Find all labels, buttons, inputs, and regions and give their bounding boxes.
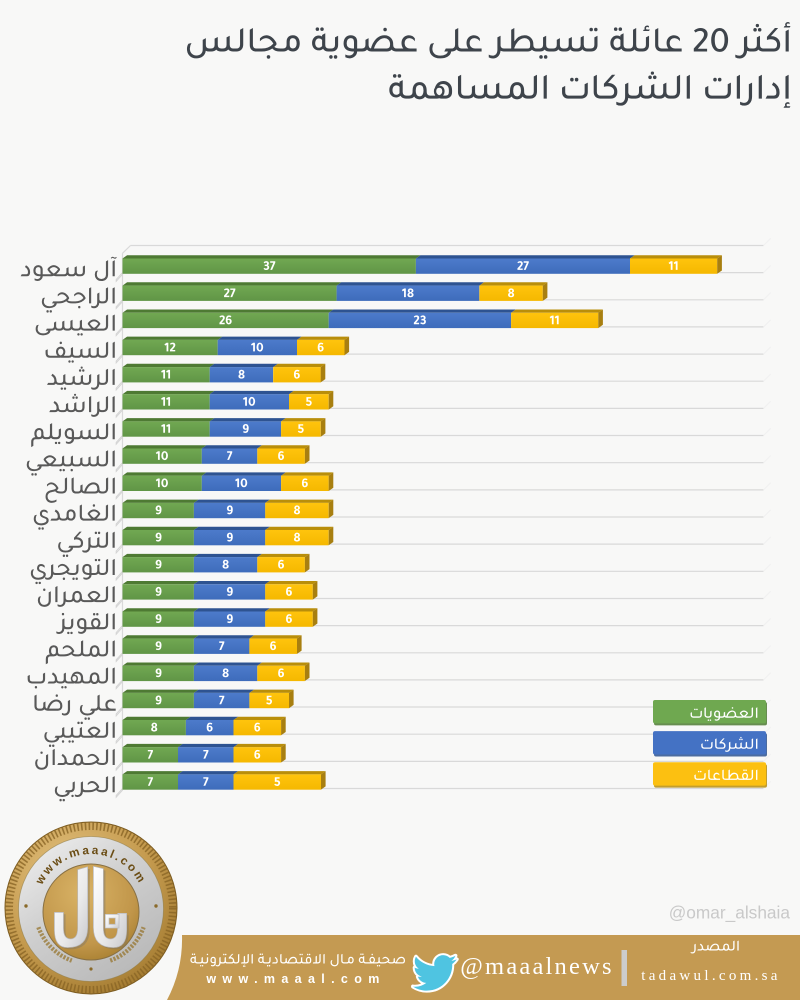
svg-text:@omar_alshaia: @omar_alshaia [669,903,791,923]
svg-text:www.maaal.com: www.maaal.com [205,972,385,986]
svg-text:tadawul.com.sa: tadawul.com.sa [641,968,781,984]
svg-text:@maaalnews: @maaalnews [460,953,613,980]
